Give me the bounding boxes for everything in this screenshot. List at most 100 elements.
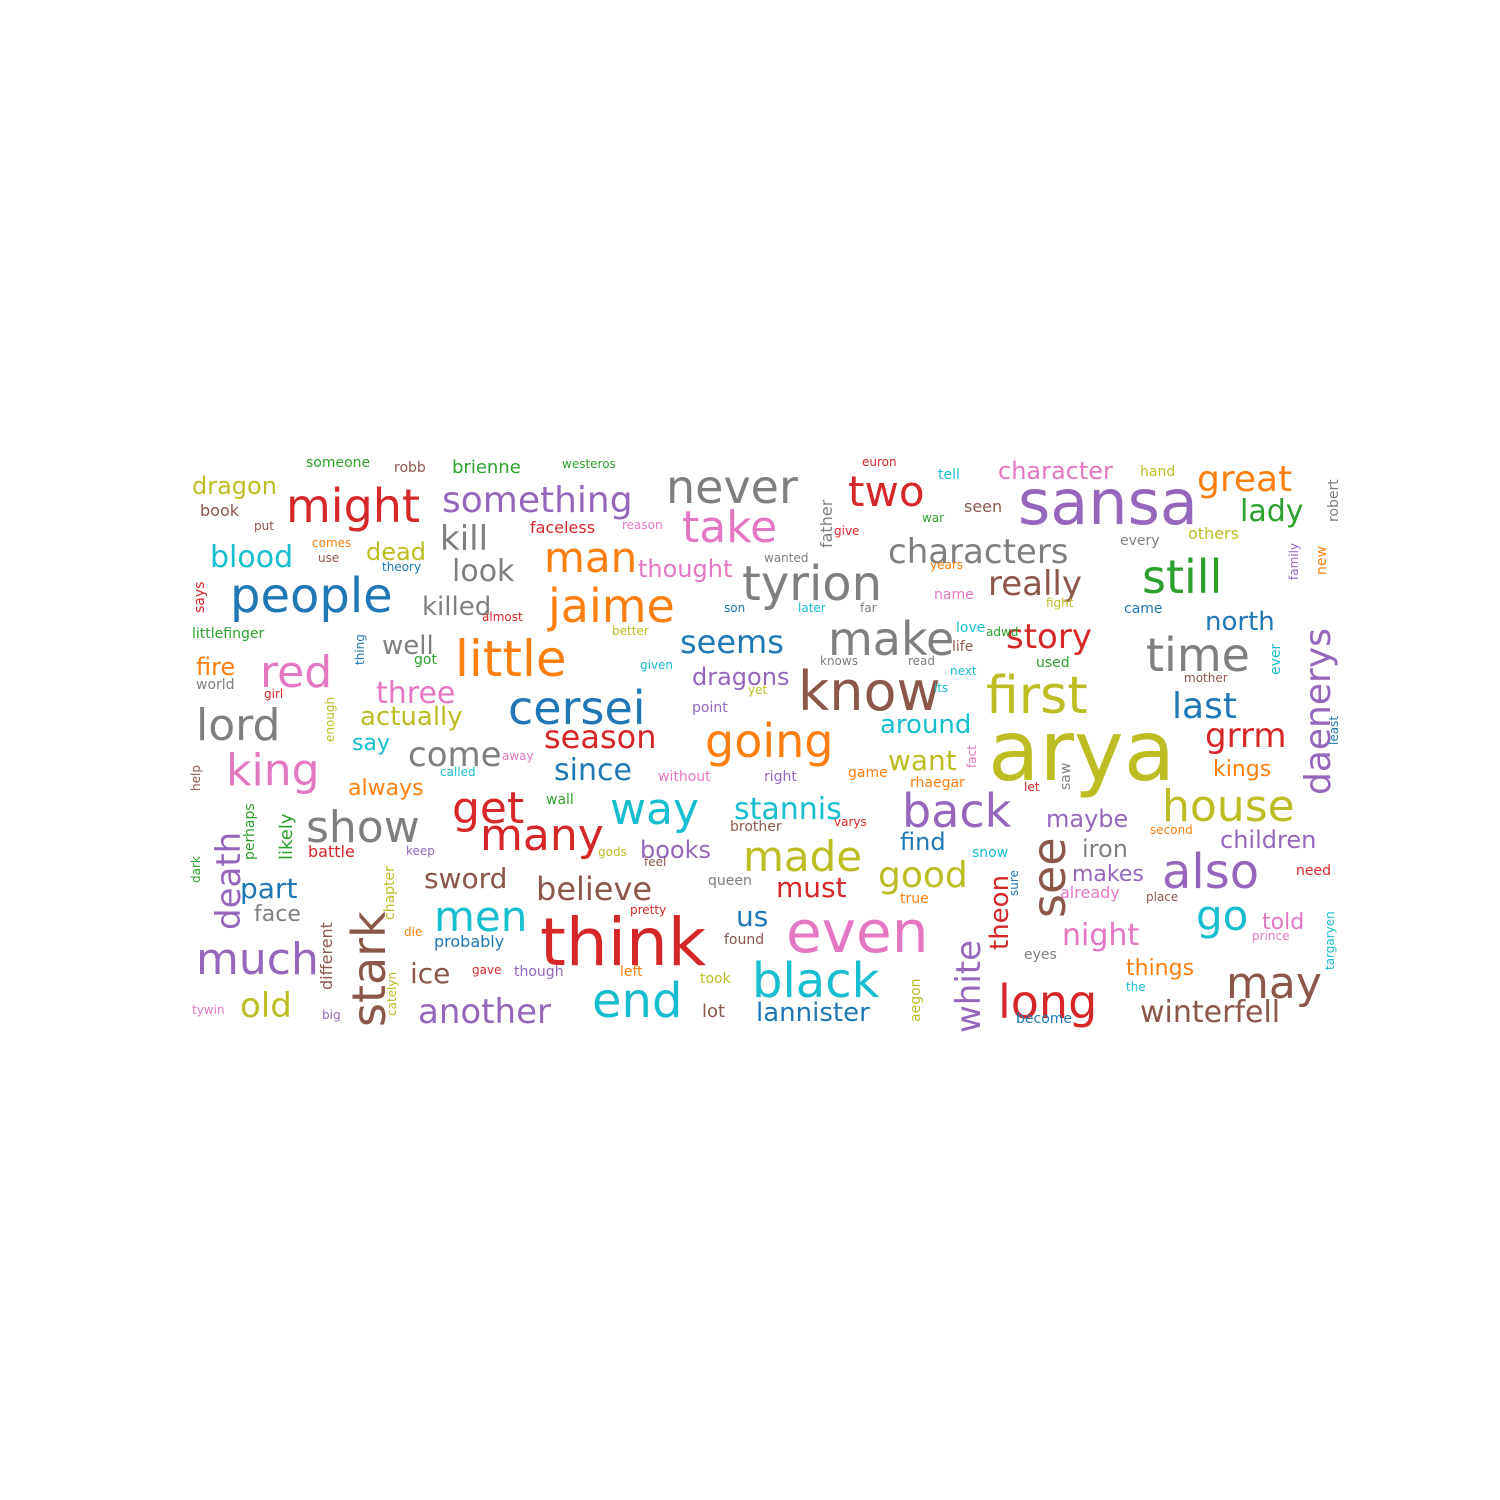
word-dead: dead [366,538,426,566]
word-aegon: aegon [908,978,924,1022]
word-must: must [776,871,847,904]
word-stannis: stannis [734,792,842,827]
word-without: without [658,769,711,785]
word-snow: snow [972,845,1008,861]
word-season: season [544,718,657,756]
word-kings: kings [1213,757,1271,782]
word-wall: wall [546,792,574,808]
word-seems: seems [680,623,784,661]
word-north: north [1205,607,1275,637]
word-almost: almost [482,610,523,624]
word-life: life [952,639,973,655]
word-stark: stark [342,911,396,1027]
word-story: story [1006,617,1092,657]
word-new: new [1314,546,1330,575]
word-prince: prince [1252,929,1289,943]
word-books: books [640,836,711,864]
word-sword: sword [424,862,507,895]
word-came: came [1124,601,1163,617]
word-characters: characters [888,532,1069,572]
word-last: last [1172,686,1237,727]
word-help: help [189,765,203,791]
word-book: book [200,501,240,520]
word-maybe: maybe [1046,805,1128,833]
word-really: really [988,564,1082,604]
word-back: back [902,784,1012,838]
word-called: called [440,765,476,779]
word-fact: fact [965,745,979,768]
word-likely: likely [276,813,297,860]
word-tyrion: tyrion [742,556,882,612]
word-name: name [934,587,974,603]
word-knows: knows [820,654,858,668]
word-given: given [640,658,673,672]
word-fight: fight [1046,596,1074,610]
word-make: make [828,612,954,666]
word-red: red [260,647,332,698]
word-something: something [442,480,633,521]
word-right: right [764,769,797,785]
word-brother: brother [730,819,782,835]
word-may: may [1226,958,1322,1009]
word-blood: blood [210,540,293,575]
word-put: put [254,519,274,533]
word-brienne: brienne [452,457,521,478]
word-lord: lord [196,700,280,751]
word-eyes: eyes [1024,947,1057,963]
word-little: little [455,630,567,688]
word-told: told [1262,910,1304,935]
word-world: world [196,677,235,693]
word-see: see [1022,837,1076,918]
word-come: come [408,735,502,775]
word-always: always [348,776,424,801]
word-away: away [502,749,534,763]
word-give: give [834,524,859,538]
word-father: father [817,499,836,548]
word-dark: dark [189,856,203,883]
word-used: used [1036,655,1070,671]
word-daenerys: daenerys [1298,628,1339,795]
word-face: face [254,902,301,927]
word-old: old [240,986,292,1026]
word-need: need [1296,863,1331,879]
word-many: many [480,810,604,861]
word-gave: gave [472,963,501,977]
word-better: better [612,624,649,638]
word-adwd: adwd [986,625,1018,639]
word-every: every [1120,533,1160,549]
word-queen: queen [708,873,752,889]
word-others: others [1188,524,1239,543]
word-gods: gods [598,845,627,859]
word-become: become [1016,1011,1072,1027]
word-two: two [848,467,925,516]
word-going: going [705,714,833,768]
word-far: far [860,601,877,615]
word-true: true [900,891,929,907]
word-robb: robb [394,460,426,476]
word-war: war [922,511,944,525]
word-its: its [934,681,948,695]
word-chapter: chapter [382,866,398,920]
word-keep: keep [406,844,435,858]
word-black: black [752,953,880,1009]
word-probably: probably [434,932,504,951]
word-go: go [1196,891,1248,940]
word-hand: hand [1140,464,1175,480]
word-much: much [196,934,319,985]
word-die: die [404,925,422,939]
word-another: another [418,992,551,1032]
word-theon: theon [985,875,1015,950]
word-robert: robert [1326,479,1342,522]
word-actually: actually [360,702,463,732]
word-years: years [930,558,963,572]
word-take: take [682,502,777,553]
word-westeros: westeros [562,457,616,471]
word-perhaps: perhaps [242,803,258,860]
word-pretty: pretty [630,903,666,917]
word-way: way [610,784,699,835]
word-family: family [1287,543,1301,580]
word-second: second [1150,823,1193,837]
word-euron: euron [862,455,897,469]
word-already: already [1060,883,1120,902]
